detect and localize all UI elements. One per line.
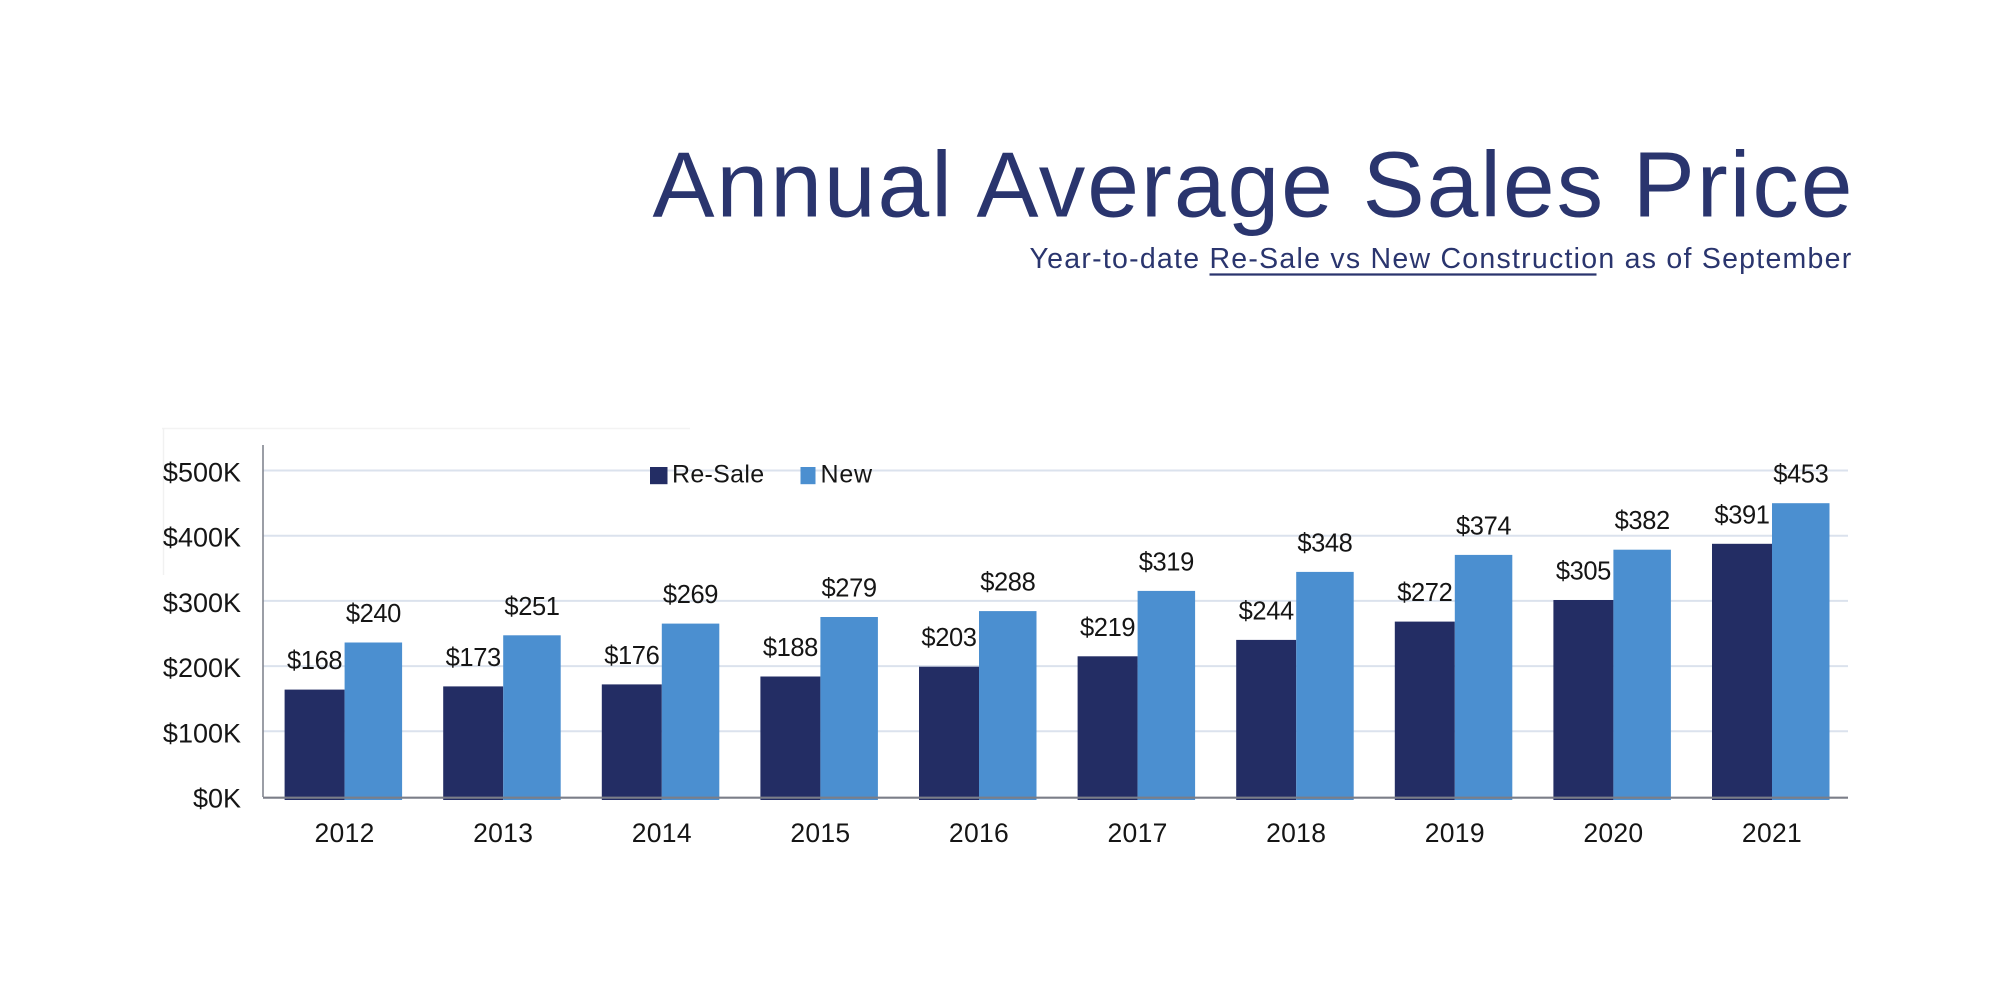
svg-text:$269: $269 [663,581,718,609]
svg-text:$168: $168 [287,647,342,675]
svg-text:$300K: $300K [163,588,241,618]
svg-text:2019: 2019 [1425,818,1485,848]
svg-text:2020: 2020 [1583,818,1643,848]
svg-text:$319: $319 [1139,548,1194,576]
svg-text:2018: 2018 [1266,818,1326,848]
svg-text:$173: $173 [446,644,501,672]
svg-text:$279: $279 [822,575,877,603]
svg-text:$374: $374 [1456,512,1511,540]
svg-text:2021: 2021 [1742,818,1802,848]
svg-text:2012: 2012 [315,818,375,848]
svg-text:$382: $382 [1615,507,1670,535]
svg-text:2016: 2016 [949,818,1009,848]
svg-text:2013: 2013 [473,818,533,848]
svg-text:$251: $251 [504,593,559,621]
svg-text:$305: $305 [1556,558,1611,586]
svg-text:$288: $288 [980,569,1035,597]
svg-text:$500K: $500K [163,458,241,488]
svg-text:$0K: $0K [193,784,241,814]
svg-text:$176: $176 [604,642,659,670]
svg-text:$453: $453 [1773,461,1828,489]
svg-text:$400K: $400K [163,523,241,553]
svg-text:Year-to-date Re-Sale vs New Co: Year-to-date Re-Sale vs New Construction… [1030,243,1853,275]
svg-text:Annual Average Sales Price: Annual Average Sales Price [653,133,1855,237]
svg-text:$203: $203 [921,624,976,652]
svg-text:$348: $348 [1297,529,1352,557]
svg-text:Re-Sale: Re-Sale [672,460,764,488]
svg-text:$244: $244 [1239,597,1294,625]
svg-text:$240: $240 [346,600,401,628]
svg-text:$188: $188 [763,634,818,662]
svg-text:2015: 2015 [790,818,850,848]
svg-text:$391: $391 [1714,501,1769,529]
svg-text:$219: $219 [1080,614,1135,642]
svg-text:$272: $272 [1397,579,1452,607]
svg-text:2017: 2017 [1108,818,1168,848]
svg-text:$100K: $100K [163,718,241,748]
svg-text:2014: 2014 [632,818,692,848]
svg-text:$200K: $200K [163,653,241,683]
svg-text:New: New [821,460,874,488]
